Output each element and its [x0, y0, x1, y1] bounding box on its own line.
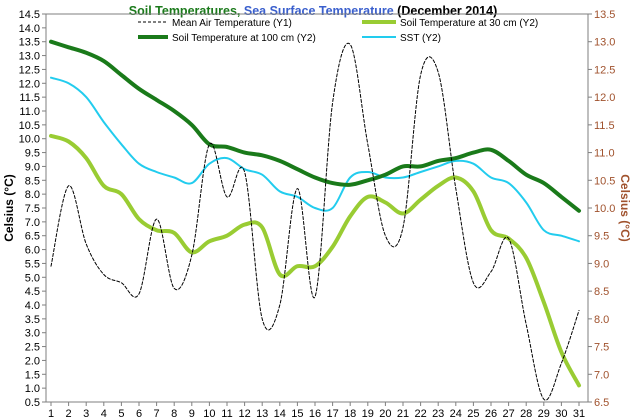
- series-soil-30cm: [49, 133, 581, 388]
- x-axis-tick-label: 13: [256, 408, 268, 419]
- x-axis-tick-label: 5: [118, 408, 124, 419]
- right-axis-ticks: 6.5 7.0 7.5 8.0 8.5 9.0 9.5 10.0 10.5 11.0 11.5 12.…: [588, 9, 615, 409]
- left-axis-tick-label: 0.5: [25, 397, 40, 409]
- chart-title-soil: Soil Temperatures: [129, 4, 237, 18]
- left-axis-tick-label: 2.5: [25, 342, 40, 354]
- x-axis-tick-label: 6: [136, 408, 142, 419]
- x-axis-tick-label: 16: [309, 408, 321, 419]
- left-axis-tick-label: 11.5: [19, 92, 40, 104]
- left-axis-tick-label: 8.0: [25, 189, 40, 201]
- chart-title: Soil Temperatures, Sea Surface Temperatu…: [129, 4, 497, 18]
- x-axis-tick-label: 7: [154, 408, 160, 419]
- x-axis-tick-label: 12: [238, 408, 250, 419]
- right-axis-tick-label: 10.5: [594, 175, 615, 187]
- legend-label-soil100: Soil Temperature at 100 cm (Y2): [172, 33, 316, 44]
- x-axis-tick-label: 20: [379, 408, 391, 419]
- left-axis-tick-label: 9.5: [25, 148, 40, 160]
- x-axis-tick-label: 4: [101, 408, 107, 419]
- right-axis-title: Celsius (°C): [618, 174, 632, 241]
- left-axis-tick-label: 11.0: [19, 106, 40, 118]
- x-axis-tick-label: 2: [66, 408, 72, 419]
- left-axis-tick-label: 7.0: [25, 217, 40, 229]
- right-axis-tick-label: 10.0: [594, 203, 615, 215]
- x-axis-tick-label: 31: [573, 408, 585, 419]
- x-axis-tick-label: 8: [171, 408, 177, 419]
- legend: Mean Air Temperature (Y1) Soil Temperatu…: [138, 18, 538, 44]
- left-axis-tick-label: 10.5: [19, 120, 40, 132]
- chart-title-date: (December 2014): [394, 4, 498, 18]
- x-axis-ticks: 1 2 3 4 5 6 7 8 9 10 11 12 13 14 15 16 17 18 19 20 21 22 23 24 2…: [48, 402, 585, 419]
- left-axis-tick-label: 1.0: [25, 383, 40, 395]
- x-axis-tick-label: 27: [502, 408, 514, 419]
- left-axis-tick-label: 14.0: [19, 23, 40, 35]
- left-axis-tick-label: 9.0: [25, 161, 40, 173]
- x-axis-tick-label: 25: [467, 408, 479, 419]
- left-axis-tick-label: 5.5: [25, 258, 40, 270]
- left-axis-tick-label: 2.0: [25, 355, 40, 367]
- left-axis-tick-label: 12.5: [19, 64, 40, 76]
- left-axis-tick-label: 12.0: [19, 78, 40, 90]
- right-axis-tick-label: 8.5: [594, 286, 609, 298]
- right-axis-tick-label: 12.5: [594, 64, 615, 76]
- right-axis-tick-label: 9.0: [594, 258, 609, 270]
- x-axis-tick-label: 10: [203, 408, 215, 419]
- left-axis-tick-label: 8.5: [25, 175, 40, 187]
- x-axis-tick-label: 9: [189, 408, 195, 419]
- left-axis-tick-label: 6.5: [25, 231, 40, 243]
- x-axis-tick-label: 21: [397, 408, 409, 419]
- x-axis-tick-label: 11: [221, 408, 232, 419]
- left-axis-tick-label: 14.5: [19, 9, 40, 21]
- chart-title-separator: ,: [237, 4, 244, 18]
- left-axis-tick-label: 4.0: [25, 300, 40, 312]
- series-sst: [50, 76, 580, 243]
- left-axis-tick-label: 6.0: [25, 245, 40, 257]
- chart-title-sst: Sea Surface Temperature: [244, 4, 394, 18]
- left-axis-tick-label: 4.5: [25, 286, 40, 298]
- right-axis-tick-label: 9.5: [594, 231, 609, 243]
- x-axis-tick-label: 3: [83, 408, 89, 419]
- x-axis-tick-label: 30: [555, 408, 567, 419]
- series-layer: [49, 39, 581, 401]
- x-axis-tick-label: 28: [520, 408, 532, 419]
- left-axis-tick-label: 10.0: [19, 134, 40, 146]
- left-axis-tick-label: 7.5: [25, 203, 40, 215]
- x-axis-tick-label: 1: [48, 408, 54, 419]
- left-axis-tick-label: 5.0: [25, 272, 40, 284]
- x-axis-tick-label: 29: [538, 408, 550, 419]
- right-axis-tick-label: 8.0: [594, 314, 609, 326]
- x-axis-tick-label: 26: [485, 408, 497, 419]
- right-axis-tick-label: 11.5: [594, 120, 615, 132]
- right-axis-tick-label: 13.0: [594, 37, 615, 49]
- x-axis-tick-label: 15: [291, 408, 303, 419]
- left-axis-ticks: 0.5 1.0 1.5 2.02.5 3.0 3.5 4.0 4.5 5.0 5.56.0 6.5 7…: [19, 9, 46, 409]
- x-axis-tick-label: 18: [344, 408, 356, 419]
- x-axis-tick-label: 17: [326, 408, 338, 419]
- series-soil-100cm: [49, 39, 581, 213]
- right-axis-tick-label: 11.0: [594, 148, 615, 160]
- legend-label-air: Mean Air Temperature (Y1): [172, 18, 292, 29]
- x-axis-tick-label: 14: [274, 408, 286, 419]
- series-mean-air-temperature: [50, 42, 580, 401]
- right-axis-tick-label: 13.5: [594, 9, 615, 21]
- left-axis-tick-label: 3.5: [25, 314, 40, 326]
- x-axis-tick-label: 22: [414, 408, 426, 419]
- x-axis-tick-label: 24: [450, 408, 462, 419]
- x-axis-tick-label: 23: [432, 408, 444, 419]
- legend-label-sst: SST (Y2): [400, 33, 441, 44]
- left-axis-title: Celsius (°C): [2, 174, 16, 241]
- x-axis-tick-label: 19: [362, 408, 374, 419]
- left-axis-tick-label: 13.0: [19, 51, 40, 63]
- right-axis-tick-label: 6.5: [594, 397, 609, 409]
- right-axis-tick-label: 12.0: [594, 92, 615, 104]
- right-axis-tick-label: 7.0: [594, 369, 609, 381]
- right-axis-tick-label: 7.5: [594, 342, 609, 354]
- legend-label-soil30: Soil Temperature at 30 cm (Y2): [400, 18, 538, 29]
- left-axis-tick-label: 1.5: [25, 369, 40, 381]
- left-axis-tick-label: 3.0: [25, 328, 40, 340]
- left-axis-tick-label: 13.5: [19, 37, 40, 49]
